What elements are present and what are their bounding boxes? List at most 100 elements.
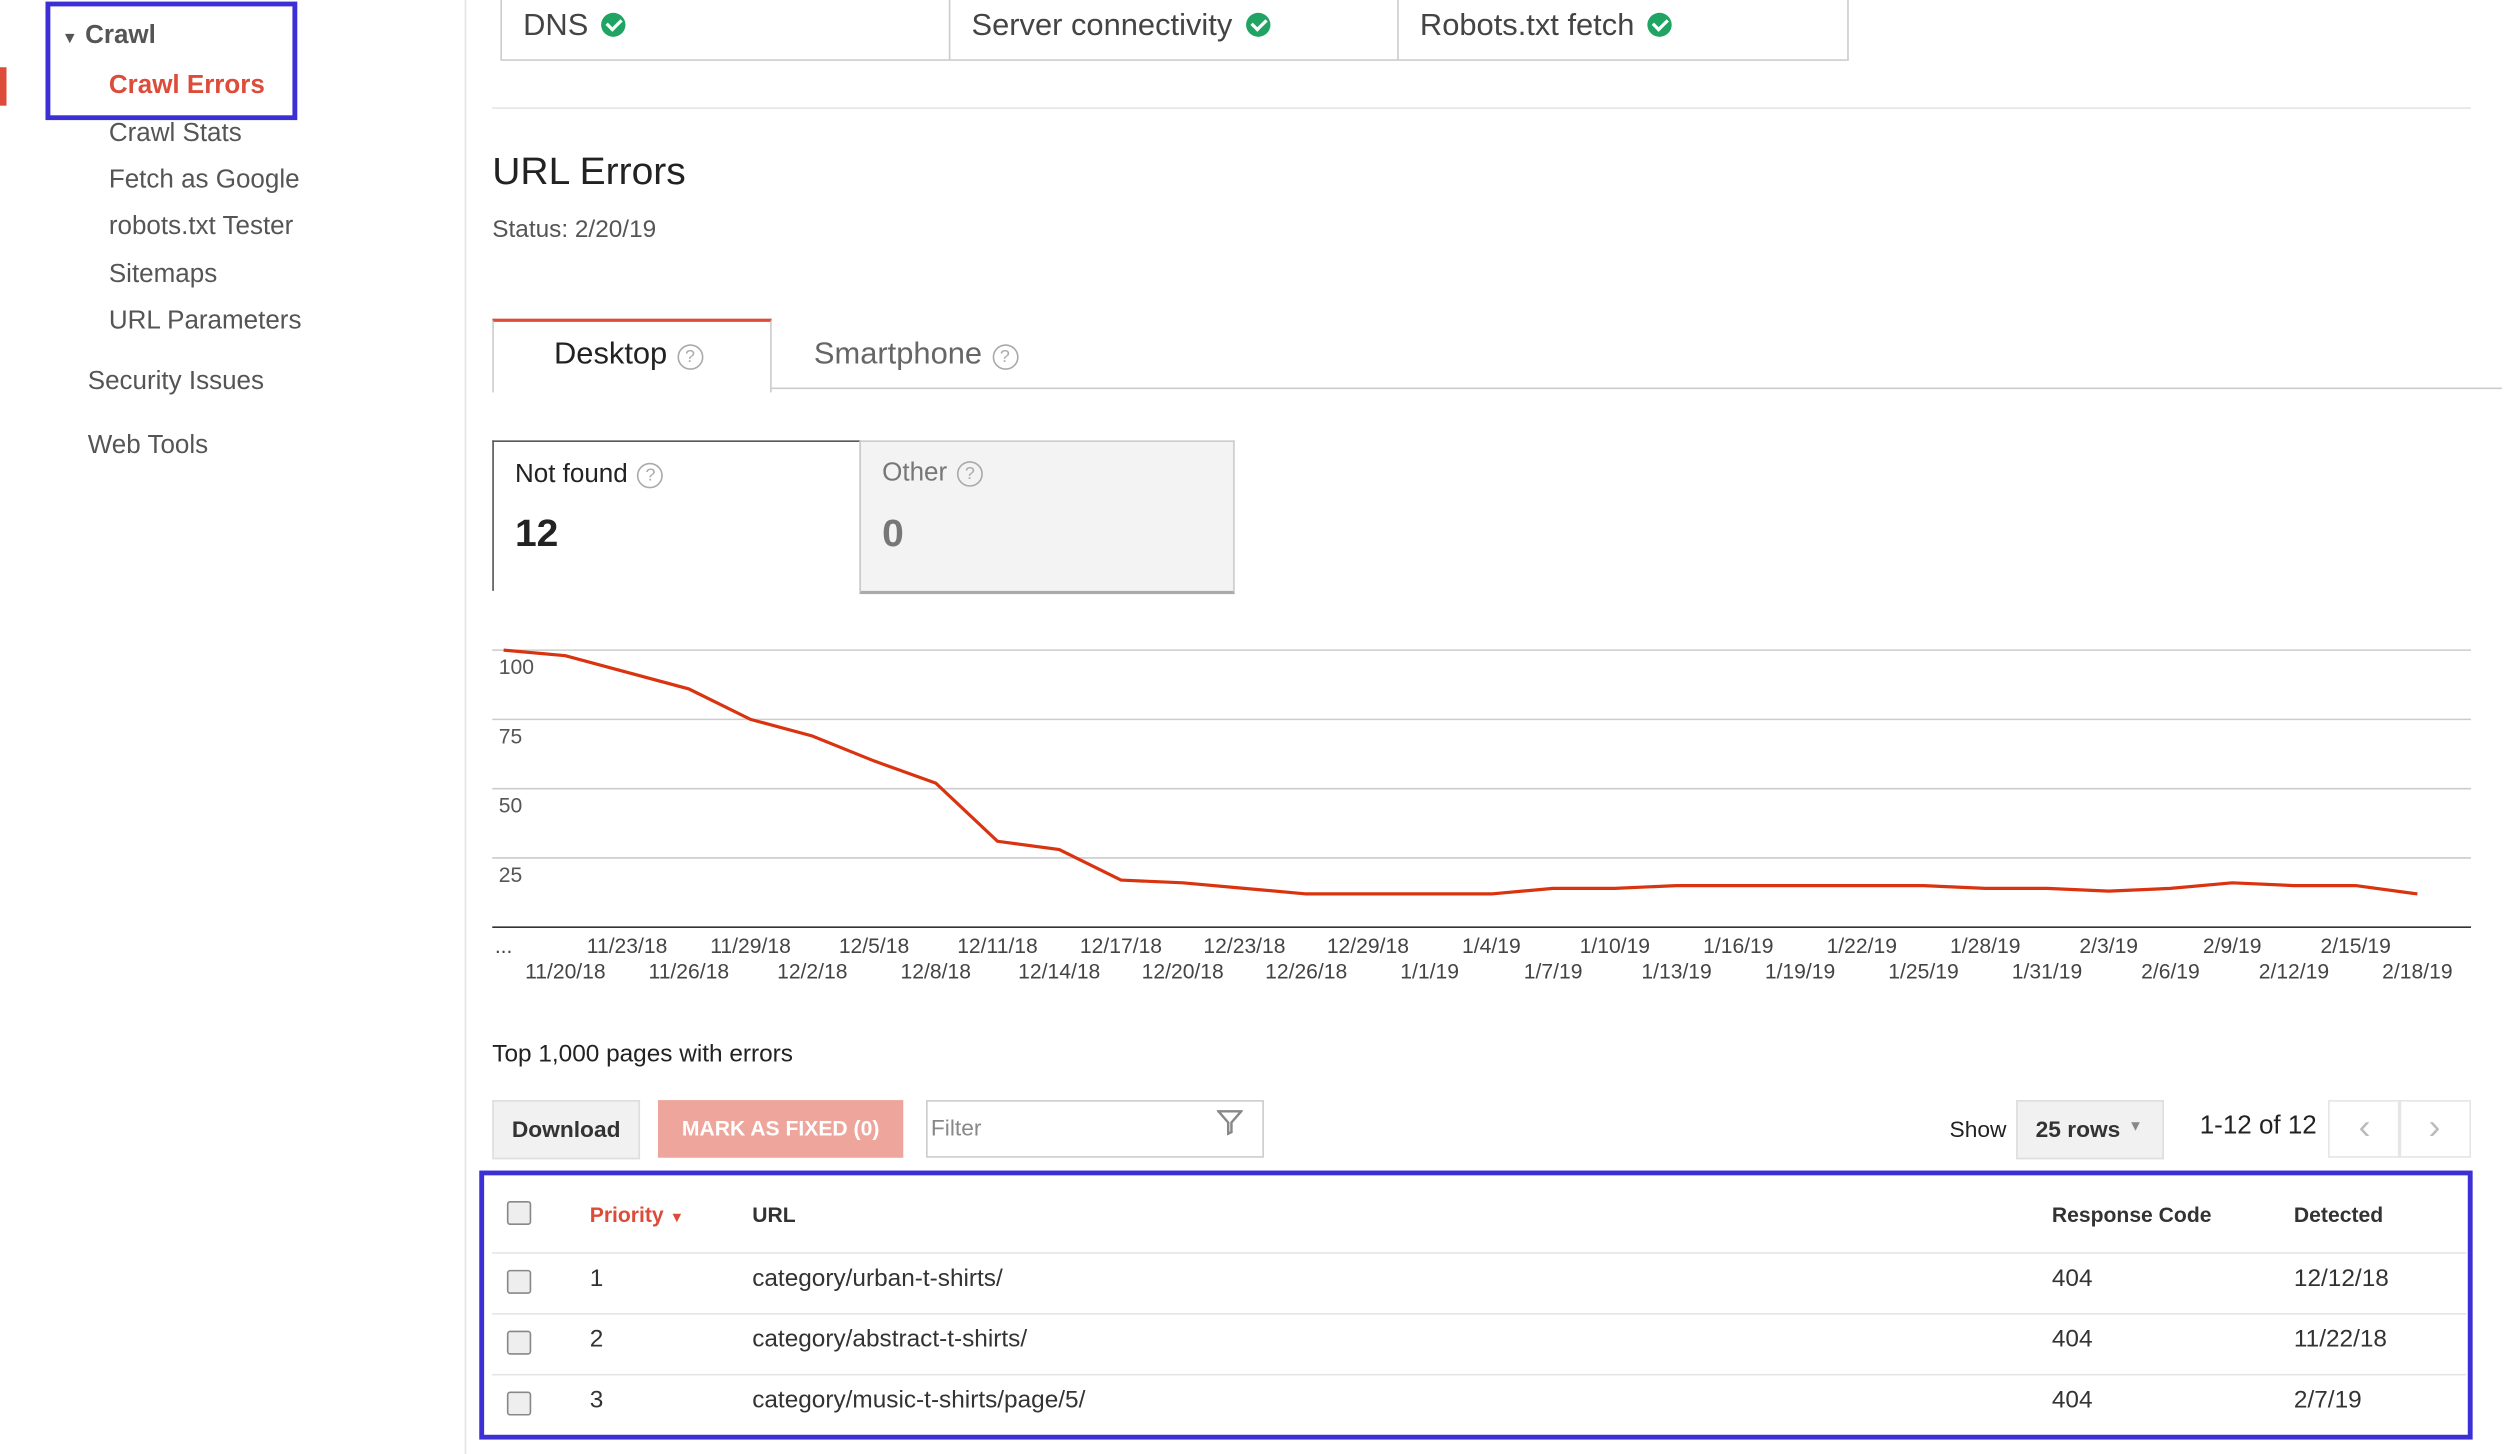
x-tick-label: 1/4/19 [1462,935,1521,958]
tab-label[interactable]: Desktop [553,337,668,372]
x-tick-label: 1/7/19 [1524,961,1583,984]
row-divider [492,1252,2467,1254]
tab-active[interactable] [492,318,772,393]
x-tick-label: 12/26/18 [1265,961,1347,984]
x-tick-label: 1/10/19 [1580,935,1650,958]
tab-label[interactable]: Smartphone [813,337,983,372]
table-cell: 404 [2051,1265,2093,1293]
x-tick-label: 11/26/18 [649,961,730,984]
checkbox[interactable] [506,1391,532,1416]
sidebar-divider [464,0,467,1454]
x-tick-label: 2/15/19 [2320,935,2390,958]
card-label-text: Not found [514,461,628,489]
x-tick-label: 1/25/19 [1888,961,1958,984]
table-cell: 1 [589,1265,604,1293]
tab[interactable]: Smartphone? [814,338,1018,373]
y-tick-label: 50 [499,795,522,818]
column-header[interactable]: Detected [2293,1202,2384,1227]
nav-group-label[interactable]: Crawl [85,22,156,50]
prev-button[interactable]: ‹ [2328,1100,2402,1158]
table-cell: 2 [589,1325,604,1354]
nav-item[interactable]: robots.txt Tester [108,212,294,241]
table-cell: 3 [589,1386,604,1414]
nav-item[interactable]: Crawl Stats [108,120,242,148]
card-label: Other? [882,460,983,489]
divider [948,0,951,60]
table-cell: 404 [2051,1325,2093,1354]
filter-input[interactable] [926,1100,1264,1158]
download-button[interactable]: Download [492,1100,641,1160]
table-title: Top 1,000 pages with errors [492,1040,793,1069]
x-tick-label: 12/23/18 [1203,935,1285,958]
nav-item[interactable]: Sitemaps [108,261,218,289]
rows-label[interactable]: 25 rows [2035,1116,2121,1142]
nav-item[interactable]: Fetch as Google [108,166,300,194]
checkbox[interactable] [506,1200,532,1225]
y-tick-label: 100 [499,656,534,679]
checkbox[interactable] [506,1269,532,1294]
check-icon [1245,12,1270,37]
column-header[interactable]: Priority ▼ [589,1202,685,1227]
status-bar [500,0,1849,61]
rows-select[interactable]: 25 rows ▼ [2016,1100,2164,1160]
card-value: 0 [882,512,904,556]
table-cell: 2/7/19 [2293,1386,2362,1414]
next-button[interactable]: › [2397,1100,2472,1158]
check-icon [1647,12,1672,37]
divider [1397,0,1399,60]
table-cell: 11/22/18 [2293,1325,2387,1354]
x-tick-label: 1/22/19 [1827,935,1897,958]
table-cell: 404 [2051,1386,2093,1414]
x-tick-label: 1/16/19 [1703,935,1773,958]
status-date: Status: 2/20/19 [492,216,657,244]
mark-fixed-button[interactable]: MARK AS FIXED (0) [657,1100,904,1158]
tab[interactable]: Desktop? [554,338,703,373]
x-tick-label: 2/9/19 [2203,935,2262,958]
filter-placeholder: Filter [930,1114,982,1141]
x-tick-label: 12/5/18 [839,935,909,958]
row-divider [492,1373,2467,1376]
y-tick-label: 25 [499,864,522,887]
tab-line [770,387,2502,390]
y-tick-label: 75 [499,726,522,749]
nav-item[interactable]: Crawl Errors [108,72,265,100]
x-tick-label: 12/29/18 [1327,935,1409,958]
x-tick-label: 12/20/18 [1142,961,1224,984]
card[interactable] [859,440,1235,595]
table-cell: category/abstract-t-shirts/ [752,1325,1028,1354]
x-tick-label: 1/19/19 [1765,961,1835,984]
status-label: Robots.txt fetch [1419,9,1635,44]
row-divider [492,1313,2467,1315]
nav-item[interactable]: URL Parameters [108,307,302,335]
page-range: 1-12 of 12 [2199,1112,2317,1141]
x-tick-label: 11/23/18 [587,935,668,958]
x-tick-label: 2/18/19 [2382,961,2452,984]
column-header[interactable]: URL [752,1202,796,1227]
x-tick-label: 12/11/18 [957,935,1038,958]
status-check: Robots.txt fetch [1420,10,1672,45]
card-label-text: Other [882,459,948,487]
data-line [503,648,2418,896]
nav-section[interactable]: Security Issues [87,368,264,396]
active-indicator [0,67,7,106]
table-cell: category/urban-t-shirts/ [752,1265,1003,1293]
x-tick-label: 12/17/18 [1080,935,1162,958]
checkbox[interactable] [506,1330,532,1355]
x-tick-label: 1/31/19 [2012,961,2082,984]
check-icon [601,12,626,37]
highlight-box [45,1,298,121]
table-cell: 12/12/18 [2293,1265,2389,1293]
x-tick-label: ... [495,935,513,958]
table-cell: category/music-t-shirts/page/5/ [752,1386,1086,1414]
nav-group[interactable]: ▼ Crawl [61,22,156,50]
card[interactable] [492,440,862,591]
status-check: Server connectivity [972,10,1270,45]
column-header[interactable]: Response Code [2051,1202,2212,1227]
status-check: DNS [523,10,626,45]
rule [492,107,2472,109]
column-label[interactable]: Priority [589,1202,664,1227]
nav-section[interactable]: Web Tools [87,432,209,460]
status-label: Server connectivity [971,9,1233,44]
status-label: DNS [523,9,589,44]
